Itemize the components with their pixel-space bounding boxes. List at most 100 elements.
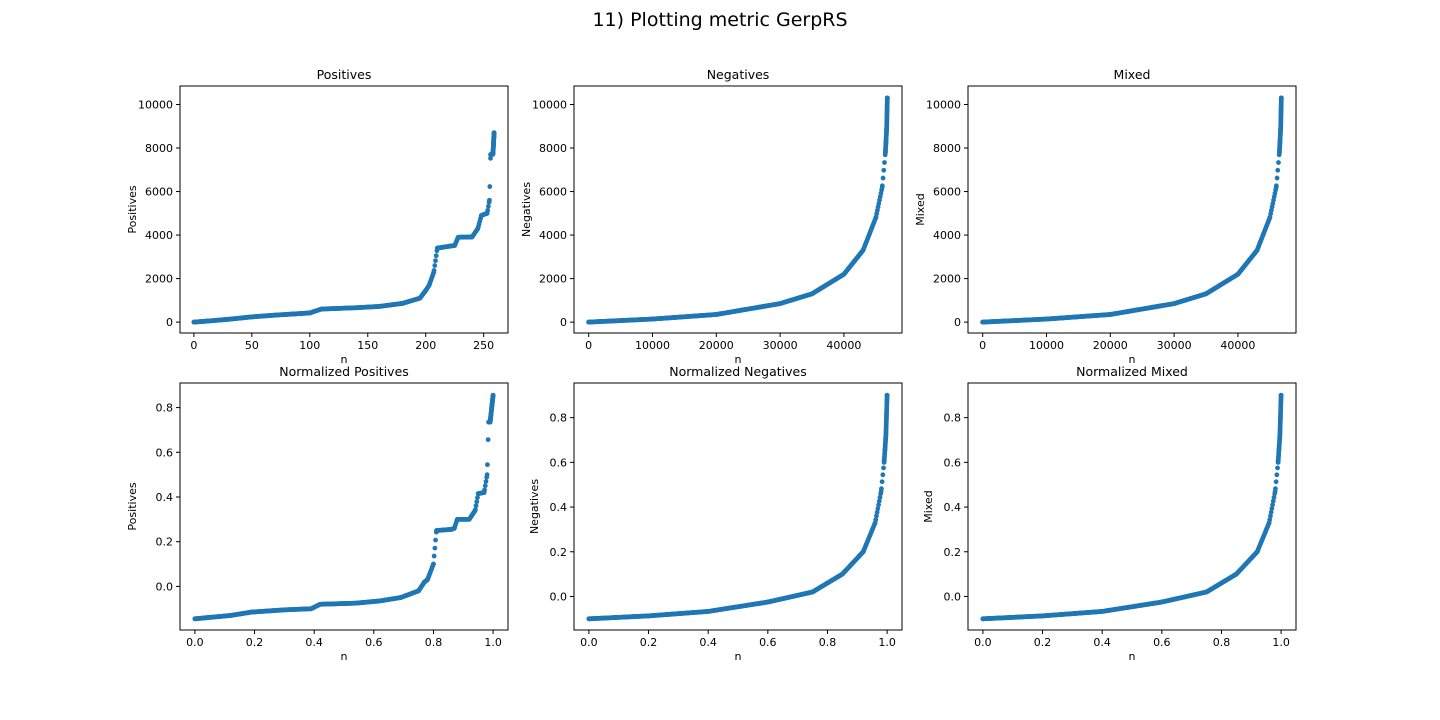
data-point bbox=[881, 167, 887, 173]
data-point bbox=[481, 490, 487, 495]
data-point bbox=[319, 306, 324, 312]
data-point bbox=[191, 319, 197, 325]
y-tick-label: 0 bbox=[166, 316, 173, 329]
data-point bbox=[860, 549, 866, 555]
x-tick-label: 0.4 bbox=[305, 636, 323, 649]
y-tick-label: 0.4 bbox=[550, 501, 568, 514]
data-point bbox=[416, 588, 421, 594]
data-point bbox=[883, 140, 889, 146]
x-tick-label: 100 bbox=[299, 339, 320, 352]
subplot-positives: 0 50 100 150 200 250 0 2000 4000 6000 8000 10000 Pos… bbox=[126, 67, 509, 366]
axes-frame bbox=[573, 382, 903, 631]
x-tick-label: 0.2 bbox=[1034, 636, 1052, 649]
data-point bbox=[431, 269, 437, 275]
subplot-title: Normalized Positives bbox=[279, 364, 409, 379]
x-tick-label: 0.6 bbox=[365, 636, 383, 649]
data-point bbox=[398, 595, 404, 600]
data-point bbox=[810, 589, 815, 595]
x-tick-label: 50 bbox=[245, 339, 259, 352]
data-point bbox=[884, 126, 890, 131]
y-tick-label: 0.0 bbox=[550, 590, 568, 603]
data-point bbox=[713, 312, 719, 317]
x-tick-label: 0 bbox=[585, 339, 592, 352]
data-point bbox=[1266, 520, 1272, 526]
x-tick-label: 1.0 bbox=[484, 636, 502, 649]
y-axis-label: Positives bbox=[126, 482, 139, 530]
y-tick-label: 6000 bbox=[933, 186, 961, 199]
data-point bbox=[490, 151, 496, 157]
data-point bbox=[586, 319, 592, 325]
data-point bbox=[877, 494, 883, 500]
data-point bbox=[881, 465, 886, 471]
x-tick-label: 200 bbox=[415, 339, 436, 352]
subplot-title: Negatives bbox=[707, 67, 770, 82]
data-point bbox=[488, 412, 494, 417]
data-point bbox=[1099, 609, 1105, 614]
x-tick-label: 250 bbox=[473, 339, 494, 352]
data-point bbox=[417, 295, 423, 301]
data-point bbox=[586, 616, 592, 622]
x-axis-label: n bbox=[341, 353, 348, 366]
x-tick-label: 150 bbox=[357, 339, 378, 352]
y-tick-label: 4000 bbox=[933, 229, 961, 242]
data-point bbox=[317, 601, 323, 607]
subplot-negatives: 0 10000 20000 30000 40000 0 2000 4000 6000 8000 10… bbox=[520, 67, 903, 366]
data-point bbox=[1277, 416, 1283, 422]
data-point bbox=[1277, 140, 1283, 146]
figure-title: 11) Plotting metric GerpRS bbox=[592, 9, 848, 31]
data-point bbox=[455, 234, 461, 240]
x-tick-label: 0 bbox=[979, 339, 986, 352]
y-axis-label: Negatives bbox=[520, 182, 533, 237]
y-tick-label: 8000 bbox=[933, 142, 961, 155]
x-tick-label: 20000 bbox=[1093, 339, 1128, 352]
data-point bbox=[475, 226, 481, 231]
data-point bbox=[451, 525, 457, 531]
data-point bbox=[353, 305, 359, 311]
y-tick-label: 0 bbox=[560, 316, 567, 329]
data-point bbox=[308, 606, 314, 612]
data-point bbox=[980, 616, 986, 622]
y-tick-label: 0.0 bbox=[156, 580, 174, 593]
y-tick-label: 0.8 bbox=[944, 412, 962, 425]
data-point bbox=[469, 234, 475, 240]
subplot-normalized-negatives: 0.0 0.2 0.4 0.6 0.8 1.0 0.0 0.2 0.4 0.6 0.8 Normali… bbox=[528, 364, 903, 663]
data-point bbox=[1275, 167, 1281, 173]
x-tick-label: 0.6 bbox=[759, 636, 777, 649]
data-point bbox=[377, 598, 383, 604]
y-tick-label: 10000 bbox=[532, 98, 567, 111]
data-point bbox=[1268, 513, 1273, 519]
y-tick-label: 6000 bbox=[539, 186, 567, 199]
data-points bbox=[192, 392, 496, 622]
data-point bbox=[646, 613, 651, 619]
data-point bbox=[884, 95, 890, 101]
subplot-title: Positives bbox=[317, 67, 372, 82]
x-tick-label: 40000 bbox=[1220, 339, 1255, 352]
data-point bbox=[426, 282, 432, 288]
subplot-normalized-positives: 0.0 0.2 0.4 0.6 0.8 1.0 0.0 0.2 0.4 0.6 0.8 Normali… bbox=[126, 364, 509, 663]
y-tick-label: 0.4 bbox=[156, 491, 174, 504]
data-point bbox=[839, 571, 845, 577]
data-point bbox=[490, 392, 496, 398]
data-points bbox=[980, 392, 1284, 622]
data-point bbox=[432, 545, 438, 551]
data-point bbox=[474, 499, 480, 505]
data-point bbox=[841, 271, 847, 277]
data-point bbox=[879, 184, 885, 190]
x-tick-label: 1.0 bbox=[878, 636, 896, 649]
data-point bbox=[882, 160, 887, 165]
data-point bbox=[1278, 392, 1284, 398]
y-tick-label: 0.0 bbox=[944, 590, 962, 603]
data-point bbox=[884, 392, 890, 398]
x-tick-label: 0.8 bbox=[1213, 636, 1231, 649]
x-tick-label: 10000 bbox=[635, 339, 670, 352]
data-point bbox=[485, 462, 490, 468]
axes-frame bbox=[967, 382, 1297, 631]
data-point bbox=[249, 314, 255, 320]
data-point bbox=[883, 416, 889, 422]
y-tick-label: 0.8 bbox=[156, 402, 174, 415]
data-point bbox=[1275, 459, 1281, 465]
data-point bbox=[204, 615, 210, 621]
data-point bbox=[876, 498, 882, 504]
data-point bbox=[1044, 316, 1049, 322]
y-tick-label: 4000 bbox=[539, 229, 567, 242]
